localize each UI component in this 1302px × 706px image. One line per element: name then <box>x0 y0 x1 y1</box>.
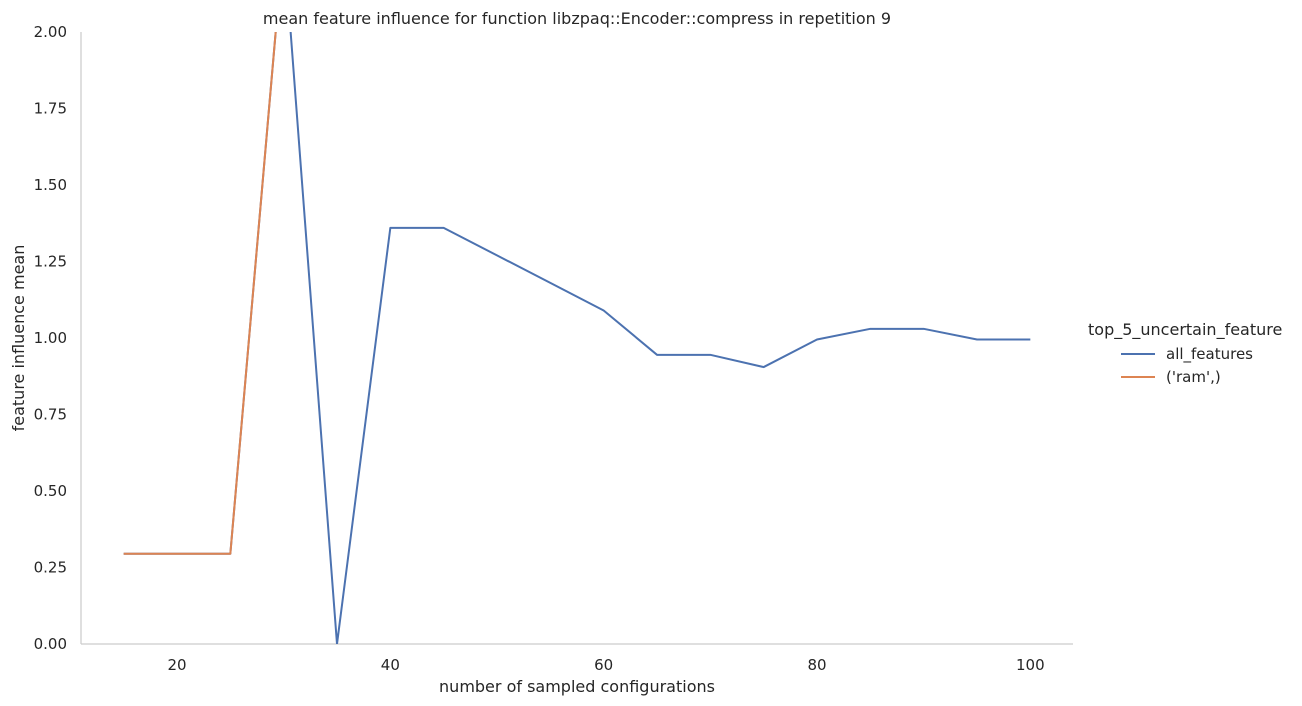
y-tick-label: 0.00 <box>34 635 67 653</box>
legend-item: all_features <box>1121 345 1253 364</box>
x-tick-label: 100 <box>1016 656 1045 674</box>
legend: top_5_uncertain_feature all_features ('ra… <box>1088 320 1282 386</box>
x-tick-label: 40 <box>381 656 400 674</box>
x-tick-labels: 20 40 60 80 100 <box>167 656 1044 674</box>
y-axis-title: feature influence mean <box>9 245 28 432</box>
y-tick-label: 2.00 <box>34 23 67 41</box>
legend-label: all_features <box>1166 345 1253 364</box>
series-lines <box>123 32 1031 644</box>
chart-title: mean feature influence for function libz… <box>263 9 891 28</box>
legend-title: top_5_uncertain_feature <box>1088 320 1282 340</box>
x-tick-label: 20 <box>167 656 186 674</box>
x-axis-title: number of sampled configurations <box>439 677 715 696</box>
x-tick-label: 80 <box>807 656 826 674</box>
y-tick-labels: 0.00 0.25 0.50 0.75 1.00 1.25 1.50 1.75 2.00 <box>34 23 67 653</box>
legend-label: ('ram',) <box>1166 368 1221 386</box>
series-line-ram <box>123 32 277 555</box>
y-tick-label: 1.75 <box>34 100 67 118</box>
y-tick-label: 0.25 <box>34 559 67 577</box>
y-tick-label: 1.25 <box>34 253 67 271</box>
y-tick-label: 0.75 <box>34 406 67 424</box>
y-tick-label: 0.50 <box>34 482 67 500</box>
y-tick-label: 1.50 <box>34 176 67 194</box>
y-tick-label: 1.00 <box>34 329 67 347</box>
legend-item: ('ram',) <box>1121 368 1221 386</box>
series-line-all-features <box>123 32 1031 644</box>
x-tick-label: 60 <box>594 656 613 674</box>
